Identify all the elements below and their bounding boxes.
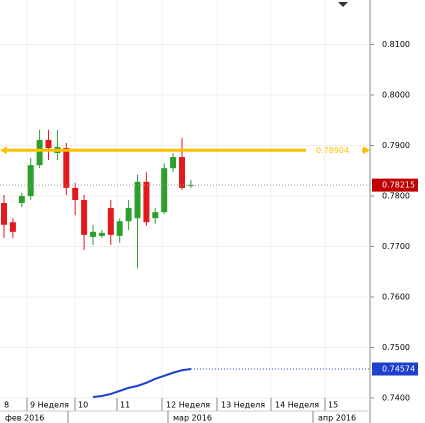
x-tick-label: 8 xyxy=(4,401,9,410)
candle-body xyxy=(170,157,177,169)
y-tick-label: 0.8000 xyxy=(382,90,410,99)
indicator-label: 0.74574 xyxy=(382,365,415,374)
y-tick-label: 0.7600 xyxy=(382,292,410,301)
x-tick-label: 12 Неделя xyxy=(166,401,210,410)
candle-body xyxy=(116,221,123,236)
y-tick-label: 0.8100 xyxy=(382,40,410,49)
candle-body xyxy=(134,181,141,219)
candle-body xyxy=(1,203,7,225)
x-tick-label: 10 xyxy=(78,401,88,410)
x-tick-label: 11 xyxy=(120,401,130,410)
level-arrow-left xyxy=(0,146,7,155)
candle-body xyxy=(98,232,105,236)
price-box xyxy=(372,178,418,192)
candle-body xyxy=(36,139,43,166)
y-tick-label: 0.7500 xyxy=(382,343,410,352)
candle-body xyxy=(9,222,16,232)
candle-body xyxy=(107,208,114,235)
x-tick-label: 13 Неделя xyxy=(221,401,265,410)
y-tick-label: 0.7800 xyxy=(382,191,410,200)
candle-body xyxy=(27,165,34,196)
menu-arrow[interactable] xyxy=(338,2,348,7)
level-arrow-right xyxy=(363,146,370,155)
candle-body xyxy=(72,187,79,201)
price-label: 0.78215 xyxy=(382,181,415,190)
candle-body xyxy=(125,208,132,222)
x-tick-label: 14 Неделя xyxy=(275,401,319,410)
candle-body xyxy=(90,231,96,237)
indicator-line xyxy=(92,368,192,398)
candle-body xyxy=(63,147,70,188)
candle-body xyxy=(143,181,150,223)
candle-body xyxy=(81,200,88,235)
month-label: апр 2016 xyxy=(318,414,356,423)
y-tick-label: 0.7700 xyxy=(382,242,410,251)
x-tick-label: 9 Неделя xyxy=(30,401,69,410)
month-label: фев 2016 xyxy=(5,414,44,423)
indicator-box xyxy=(372,362,418,376)
candle-body xyxy=(152,212,159,219)
candle-body xyxy=(187,185,194,187)
candle-body xyxy=(179,157,185,188)
level-label: 0.78904 xyxy=(316,146,349,155)
candle-body xyxy=(45,139,52,148)
candle-body xyxy=(161,168,168,213)
month-label: мар 2016 xyxy=(173,414,212,423)
x-tick-label: 15 xyxy=(328,401,338,410)
candle-body xyxy=(18,195,25,204)
y-tick-label: 0.7900 xyxy=(382,141,410,150)
y-tick-label: 0.7400 xyxy=(382,394,410,403)
